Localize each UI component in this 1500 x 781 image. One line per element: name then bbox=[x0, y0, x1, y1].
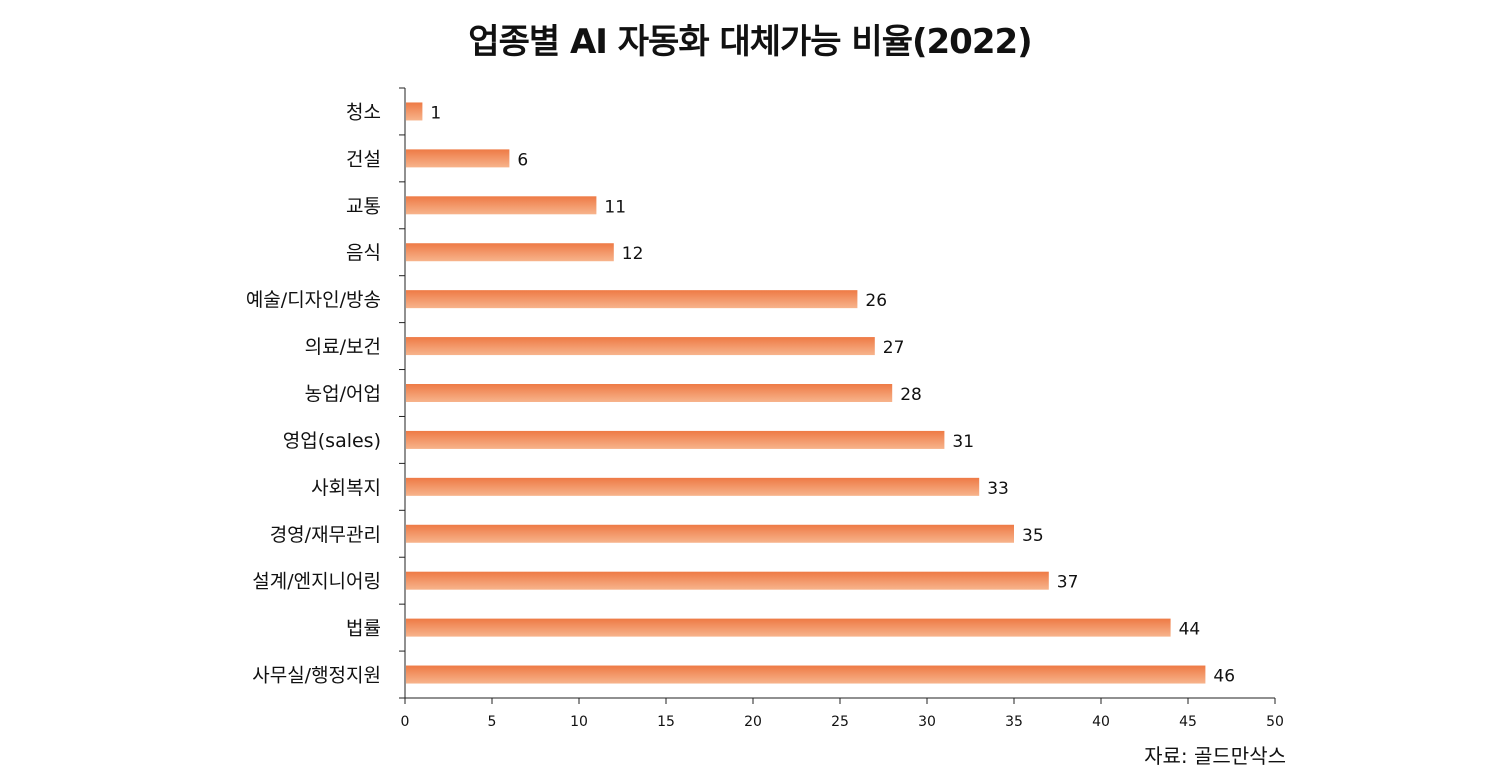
category-label: 의료/보건 bbox=[305, 336, 381, 358]
value-label: 44 bbox=[1179, 620, 1201, 640]
x-tick-label: 45 bbox=[1179, 714, 1197, 730]
category-label: 영업(sales) bbox=[283, 430, 381, 452]
bar bbox=[406, 430, 945, 449]
bar bbox=[406, 149, 510, 168]
value-label: 11 bbox=[604, 197, 626, 217]
value-label: 35 bbox=[1022, 526, 1044, 546]
x-tick-label: 20 bbox=[744, 714, 762, 730]
bar bbox=[406, 337, 875, 356]
category-label: 설계/엔지니어링 bbox=[252, 571, 381, 593]
value-label: 12 bbox=[622, 244, 644, 264]
category-label: 법률 bbox=[346, 618, 381, 640]
value-label: 46 bbox=[1213, 667, 1235, 687]
value-label: 37 bbox=[1057, 573, 1079, 593]
x-tick-label: 40 bbox=[1092, 714, 1110, 730]
category-label: 예술/디자인/방송 bbox=[246, 289, 381, 311]
x-tick-label: 5 bbox=[488, 714, 497, 730]
x-tick-label: 15 bbox=[657, 714, 675, 730]
chart-labels: 청소 1 건설 6 교통 11 음식 12 예술/디자인/방송 26 의료/보건 27 농업/어업 28 영… bbox=[246, 101, 1235, 686]
x-tick-label: 35 bbox=[1005, 714, 1023, 730]
bar bbox=[406, 196, 597, 215]
value-label: 1 bbox=[430, 103, 441, 123]
category-label: 건설 bbox=[346, 148, 381, 170]
chart-bars bbox=[406, 102, 1206, 684]
value-label: 6 bbox=[517, 150, 528, 170]
bar bbox=[406, 102, 423, 121]
category-label: 사회복지 bbox=[311, 477, 381, 499]
x-tick-label: 25 bbox=[831, 714, 849, 730]
x-tick-label: 50 bbox=[1266, 714, 1284, 730]
category-label: 교통 bbox=[346, 195, 381, 217]
bar bbox=[406, 384, 893, 402]
category-label: 음식 bbox=[346, 242, 381, 264]
category-label: 사무실/행정지원 bbox=[252, 665, 381, 687]
bar bbox=[406, 524, 1014, 543]
category-label: 농업/어업 bbox=[305, 383, 381, 405]
bar bbox=[406, 243, 614, 262]
category-label: 청소 bbox=[346, 101, 381, 123]
chart-axes: 0 5 10 15 20 25 30 35 40 45 50 bbox=[399, 87, 1284, 730]
chart-title: 업종별 AI 자동화 대체가능 비율(2022) bbox=[468, 22, 1032, 62]
bar bbox=[406, 290, 858, 309]
value-label: 28 bbox=[900, 385, 922, 405]
bar bbox=[406, 618, 1171, 637]
value-label: 31 bbox=[952, 432, 974, 452]
bar bbox=[406, 571, 1049, 590]
value-label: 26 bbox=[865, 291, 887, 311]
value-label: 33 bbox=[987, 479, 1009, 499]
category-label: 경영/재무관리 bbox=[270, 524, 381, 546]
x-tick-label: 0 bbox=[401, 714, 410, 730]
value-label: 27 bbox=[883, 338, 905, 358]
bar bbox=[406, 477, 980, 496]
x-tick-label: 30 bbox=[918, 714, 936, 730]
source-note: 자료: 골드만삭스 bbox=[1144, 744, 1286, 768]
x-tick-label: 10 bbox=[570, 714, 588, 730]
bar bbox=[406, 665, 1206, 684]
